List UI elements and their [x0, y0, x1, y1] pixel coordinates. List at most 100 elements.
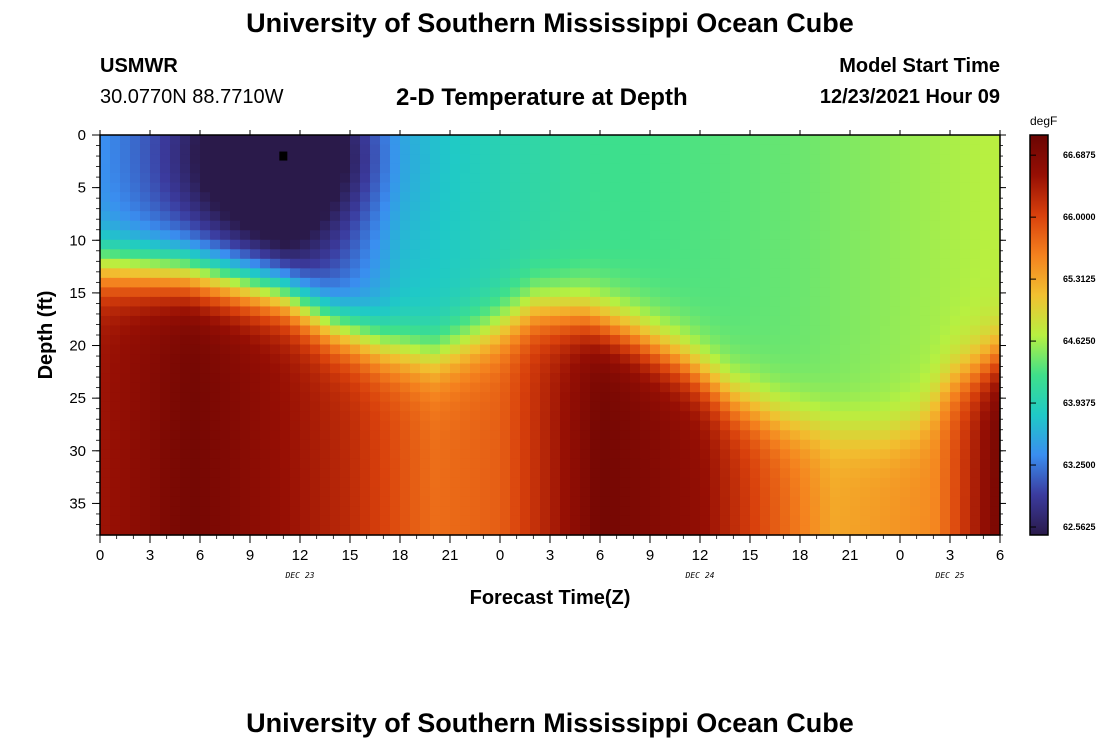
heatmap-cell — [700, 144, 711, 155]
heatmap-cell — [850, 344, 861, 355]
heatmap-cell — [950, 401, 961, 412]
heatmap-cell — [710, 192, 721, 203]
heatmap-cell — [720, 211, 731, 222]
heatmap-cell — [810, 496, 821, 508]
heatmap-cell — [790, 135, 801, 146]
heatmap-cell — [190, 344, 201, 355]
heatmap-cell — [530, 401, 541, 412]
heatmap-cell — [500, 363, 511, 374]
x-tick-label: 21 — [442, 547, 459, 564]
heatmap-cell — [380, 211, 391, 222]
heatmap-cell — [830, 239, 841, 250]
heatmap-cell — [950, 182, 961, 193]
heatmap-cell — [360, 306, 371, 317]
heatmap-cell — [100, 211, 111, 222]
heatmap-cell — [770, 211, 781, 222]
heatmap-cell — [500, 477, 511, 488]
heatmap-cell — [650, 306, 661, 317]
heatmap-cell — [190, 201, 201, 212]
heatmap-cell — [570, 344, 581, 355]
heatmap-cell — [150, 173, 161, 184]
heatmap-cell — [870, 306, 881, 317]
heatmap-cell — [550, 306, 561, 317]
date-label: DEC 23 — [285, 571, 315, 580]
heatmap-cell — [390, 220, 401, 231]
heatmap-cell — [300, 487, 311, 498]
heatmap-cell — [610, 230, 621, 241]
heatmap-cell — [190, 230, 201, 241]
heatmap-cell — [550, 392, 561, 403]
heatmap-cell — [770, 306, 781, 317]
heatmap-cell — [820, 477, 831, 488]
heatmap-cell — [900, 335, 911, 346]
heatmap-cell — [200, 449, 211, 460]
heatmap-cell — [770, 382, 781, 393]
heatmap-cell — [830, 354, 841, 365]
heatmap-cell — [650, 373, 661, 384]
heatmap-cell — [320, 220, 331, 231]
heatmap-cell — [480, 173, 491, 184]
heatmap-cell — [140, 401, 151, 412]
heatmap-cell — [760, 144, 771, 155]
heatmap-cell — [950, 315, 961, 327]
heatmap-cell — [170, 477, 181, 488]
heatmap-cell — [310, 173, 321, 184]
heatmap-cell — [570, 373, 581, 384]
heatmap-cell — [620, 315, 631, 327]
heatmap-cell — [740, 315, 751, 327]
heatmap-cell — [480, 277, 491, 288]
heatmap-cell — [330, 477, 341, 488]
heatmap-cell — [400, 154, 411, 165]
heatmap-cell — [480, 439, 491, 450]
heatmap-cell — [330, 344, 341, 355]
heatmap-cell — [840, 458, 851, 469]
heatmap-cell — [380, 163, 391, 174]
heatmap-cell — [280, 163, 291, 174]
heatmap-cell — [510, 220, 521, 231]
heatmap-cell — [730, 354, 741, 365]
heatmap-cell — [680, 201, 691, 212]
heatmap-cell — [510, 287, 521, 298]
heatmap-cell — [470, 487, 481, 498]
heatmap-cell — [330, 144, 341, 155]
heatmap-cell — [990, 230, 1001, 241]
heatmap-cell — [880, 420, 891, 431]
heatmap-cell — [660, 382, 671, 393]
heatmap-cell — [120, 249, 131, 260]
heatmap-cell — [630, 382, 641, 393]
heatmap-cell — [340, 449, 351, 460]
heatmap-cell — [620, 411, 631, 422]
heatmap-cell — [350, 420, 361, 431]
heatmap-cell — [470, 258, 481, 269]
heatmap-cell — [480, 182, 491, 193]
heatmap-cell — [240, 201, 251, 212]
heatmap-cell — [940, 182, 951, 193]
heatmap-cell — [280, 230, 291, 241]
heatmap-cell — [810, 230, 821, 241]
heatmap-cell — [300, 173, 311, 184]
heatmap-cell — [790, 268, 801, 279]
heatmap-cell — [230, 525, 241, 536]
heatmap-cell — [920, 287, 931, 298]
heatmap-cell — [500, 335, 511, 346]
heatmap-cell — [830, 268, 841, 279]
heatmap-cell — [790, 373, 801, 384]
heatmap-cell — [500, 277, 511, 288]
heatmap-cell — [600, 135, 611, 146]
heatmap-cell — [400, 144, 411, 155]
heatmap-cell — [340, 249, 351, 260]
heatmap-cell — [340, 220, 351, 231]
heatmap-cell — [880, 382, 891, 393]
heatmap-cell — [960, 354, 971, 365]
heatmap-cell — [220, 135, 231, 146]
heatmap-cell — [550, 135, 561, 146]
heatmap-cell — [500, 392, 511, 403]
heatmap-cell — [990, 439, 1001, 450]
heatmap-cell — [610, 525, 621, 536]
heatmap-cell — [310, 382, 321, 393]
heatmap-cell — [380, 258, 391, 269]
heatmap-cell — [520, 154, 531, 165]
heatmap-cell — [640, 506, 651, 517]
heatmap-cell — [420, 201, 431, 212]
heatmap-cell — [840, 249, 851, 260]
